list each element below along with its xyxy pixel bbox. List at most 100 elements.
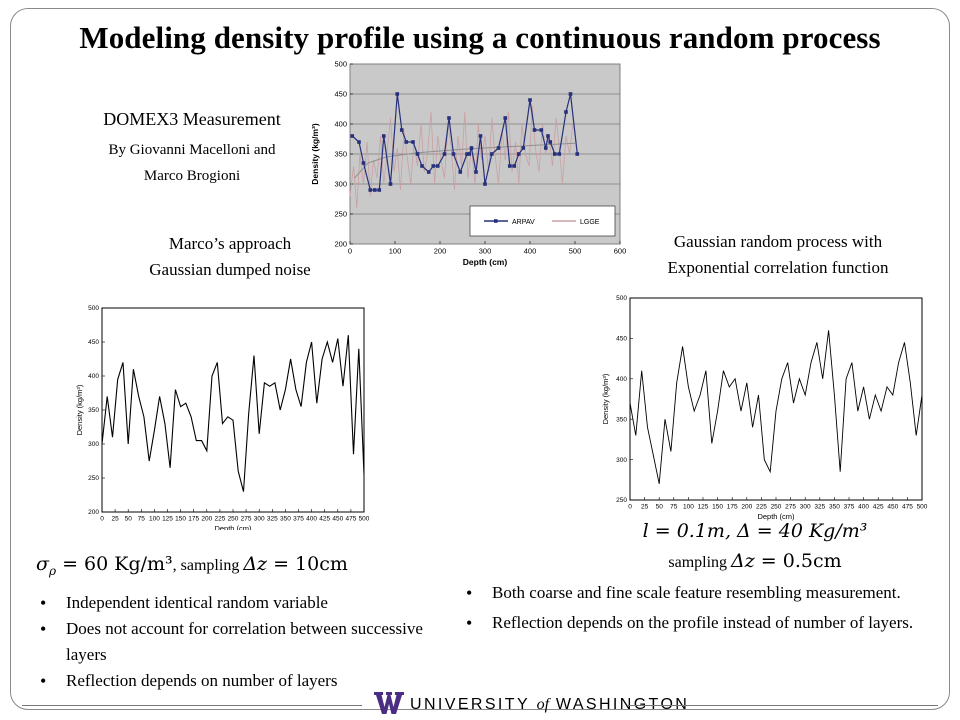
x-tick-label: 175 — [727, 504, 738, 511]
data-point-marker — [415, 152, 420, 156]
left-formula-dz: Δz — [243, 553, 268, 575]
legend-marker — [494, 219, 498, 223]
x-tick-label: 300 — [479, 247, 492, 256]
y-axis-label: Density (kg/m³) — [75, 384, 84, 435]
x-tick-label: 175 — [188, 516, 199, 523]
left-formula-dz-value: = 10cm — [267, 553, 348, 575]
y-tick-label: 400 — [334, 120, 347, 129]
left-formula-value: = 60 Kg/m³ — [56, 553, 173, 575]
data-point-marker — [564, 110, 568, 114]
data-point-marker — [357, 140, 361, 144]
data-point-marker — [516, 152, 521, 156]
x-tick-label: 400 — [524, 247, 537, 256]
x-tick-label: 50 — [656, 504, 664, 511]
data-point-marker — [442, 152, 447, 156]
data-point-marker — [503, 116, 508, 120]
data-point-marker — [552, 152, 557, 156]
x-axis-label: Depth (cm) — [757, 512, 795, 521]
x-tick-label: 0 — [628, 504, 632, 511]
x-tick-label: 50 — [125, 516, 133, 523]
data-point-marker — [575, 152, 580, 156]
domex-caption-author-line1: By Giovanni Macelloni and — [108, 142, 276, 158]
right-bullet-item: Reflection depends on the profile instea… — [464, 610, 946, 636]
x-axis-label: Depth (cm) — [463, 257, 508, 267]
x-tick-label: 225 — [214, 516, 225, 523]
x-tick-label: 25 — [641, 504, 649, 511]
data-point-marker — [478, 134, 483, 138]
y-tick-label: 350 — [88, 407, 99, 414]
y-tick-label: 450 — [616, 336, 627, 343]
y-tick-label: 500 — [616, 295, 627, 302]
data-point-marker — [395, 92, 400, 96]
data-point-marker — [368, 188, 373, 192]
marco-caption-line1: Marco’s approach — [168, 234, 292, 253]
plot-frame — [101, 307, 365, 513]
data-point-marker — [377, 188, 382, 192]
marco-approach-chart: 200 250 300 350 400 450 500 0 25 50 75 100 125 150 175… — [75, 305, 370, 530]
x-tick-label: 75 — [138, 516, 146, 523]
x-tick-label: 425 — [873, 504, 884, 511]
x-tick-label: 450 — [332, 516, 343, 523]
y-tick-label: 450 — [334, 90, 347, 99]
y-tick-label: 350 — [334, 150, 347, 159]
x-tick-label: 125 — [162, 516, 173, 523]
x-tick-label: 325 — [267, 516, 278, 523]
x-tick-label: 400 — [306, 516, 317, 523]
x-tick-label: 150 — [175, 516, 186, 523]
y-tick-label: 400 — [616, 376, 627, 383]
right-bullet-item: Both coarse and fine scale feature resem… — [464, 580, 946, 606]
x-tick-label: 325 — [814, 504, 825, 511]
data-point-marker — [546, 134, 550, 138]
footer-rule-left — [22, 705, 362, 706]
x-tick-label: 0 — [100, 516, 104, 523]
data-point-marker — [372, 188, 377, 192]
y-axis-label: Density (kg/m³) — [310, 123, 320, 185]
x-tick-label: 450 — [887, 504, 898, 511]
data-point-marker — [361, 161, 366, 165]
domex-caption-authors: By Giovanni Macelloni and Marco Brogioni — [64, 137, 320, 189]
footer-university-wordmark: UNIVERSITY of WASHINGTON — [410, 696, 689, 714]
data-point-marker — [465, 152, 469, 156]
left-bullet-list: Independent identical random variable Do… — [38, 590, 438, 694]
x-tick-label: 250 — [771, 504, 782, 511]
data-point-marker — [451, 152, 456, 156]
left-bullet-item: Does not account for correlation between… — [38, 616, 438, 668]
data-point-marker — [388, 182, 393, 186]
series-line — [629, 330, 923, 484]
gauss-caption-line1: Gaussian random process with — [673, 232, 883, 251]
data-point-marker — [458, 170, 463, 174]
left-formula: σρ = 60 Kg/m³, sampling Δz = 10cm — [36, 553, 348, 578]
data-point-marker — [483, 182, 487, 186]
data-point-marker — [548, 140, 553, 144]
y-tick-label: 450 — [88, 339, 99, 346]
legend-label: LGGE — [580, 219, 600, 226]
x-tick-label: 0 — [348, 247, 352, 256]
x-tick-label: 275 — [785, 504, 796, 511]
x-tick-label: 350 — [829, 504, 840, 511]
data-point-marker — [543, 146, 548, 150]
data-point-marker — [399, 128, 404, 132]
footer-of: of — [536, 696, 550, 713]
data-point-marker — [557, 152, 562, 156]
data-point-marker — [507, 164, 512, 168]
x-tick-label: 200 — [741, 504, 752, 511]
x-tick-label: 100 — [149, 516, 160, 523]
x-tick-label: 500 — [359, 516, 370, 523]
data-point-marker — [532, 128, 537, 132]
x-tick-label: 200 — [201, 516, 212, 523]
x-axis-label: Depth (cm) — [214, 524, 252, 530]
x-tick-label: 75 — [670, 504, 678, 511]
x-tick-label: 200 — [434, 247, 447, 256]
data-point-marker — [568, 92, 573, 96]
y-axis-label: Density (kg/m³) — [601, 373, 610, 424]
y-tick-label: 200 — [334, 240, 347, 249]
x-tick-label: 275 — [241, 516, 252, 523]
data-point-marker — [489, 152, 494, 156]
data-point-marker — [469, 146, 474, 150]
x-tick-label: 225 — [756, 504, 767, 511]
footer-washington: WASHINGTON — [555, 696, 690, 713]
right-formula-line1: l = 0.1m, Δ = 40 Kg/m³ — [642, 520, 868, 542]
right-formula-dz: Δz — [731, 550, 755, 572]
x-tick-label: 375 — [293, 516, 304, 523]
